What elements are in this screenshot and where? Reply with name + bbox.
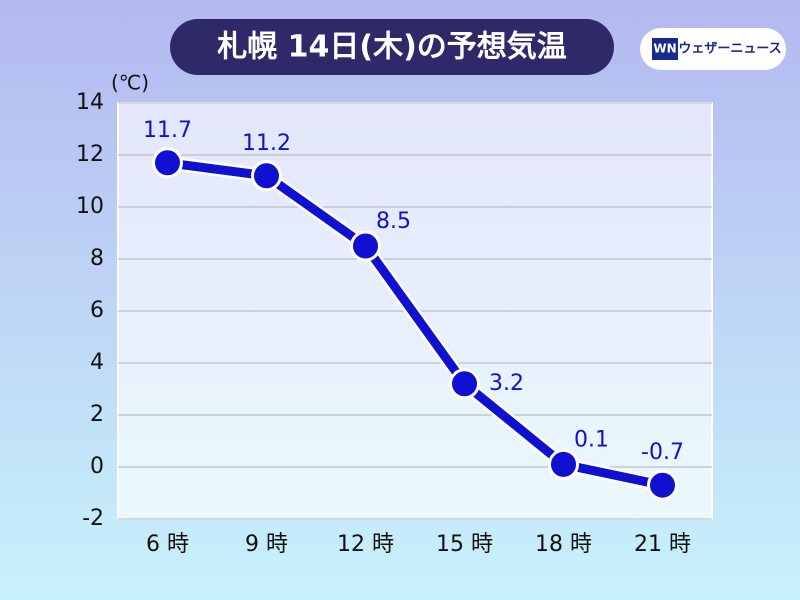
logo-mark-box — [652, 38, 678, 60]
data-label: 11.2 — [242, 131, 291, 156]
line — [166, 158, 664, 490]
marker — [251, 160, 282, 192]
marker — [548, 448, 579, 480]
x-tick-label: 6 時 — [146, 532, 189, 557]
y-tick-label: 12 — [76, 142, 104, 167]
y-tick-label: 8 — [90, 246, 104, 271]
y-tick-label: 0 — [90, 454, 104, 479]
y-tick-label: 6 — [90, 298, 104, 323]
x-tick-label: 18 時 — [535, 532, 592, 557]
marker — [647, 469, 678, 501]
data-label: 0.1 — [574, 427, 609, 452]
y-tick-label: 10 — [76, 194, 104, 219]
chart-title: 札幌 14日(木)の予想気温 — [217, 30, 567, 65]
data-label: 3.2 — [489, 371, 524, 396]
logo-mark: WN — [653, 42, 676, 56]
marker — [449, 368, 480, 400]
data-label: 8.5 — [376, 209, 411, 234]
x-tick-label: 9 時 — [245, 532, 288, 557]
title-pill — [170, 19, 614, 75]
y-tick-label: 14 — [76, 90, 104, 115]
x-tick-label: 21 時 — [634, 532, 691, 557]
x-tick-label: 15 時 — [436, 532, 493, 557]
data-label: -0.7 — [641, 440, 684, 465]
marker — [152, 147, 183, 179]
logo-text: ウェザーニュース — [678, 42, 781, 57]
y-tick-label: 2 — [90, 402, 104, 427]
y-tick-label: 4 — [90, 350, 104, 375]
x-tick-label: 12 時 — [337, 532, 394, 557]
data-label: 11.7 — [143, 118, 192, 143]
y-tick-label: -2 — [82, 506, 104, 531]
y-unit: (℃) — [111, 71, 149, 95]
marker — [350, 230, 381, 262]
